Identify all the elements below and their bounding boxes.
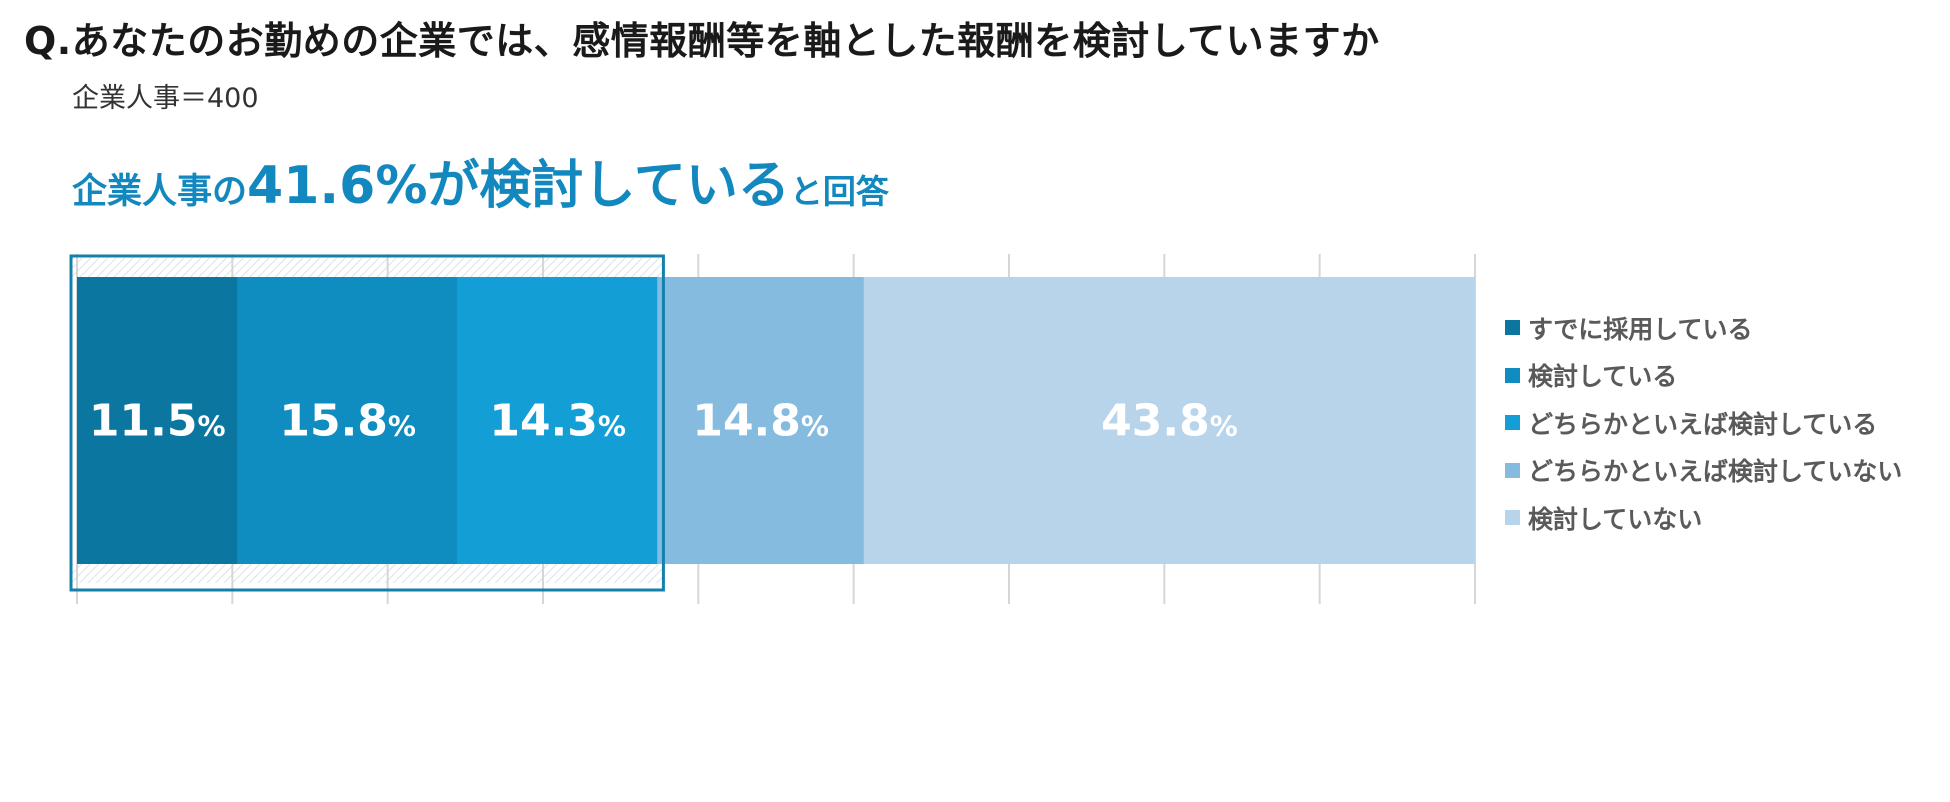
headline: 企業人事の41.6%が検討していると回答	[72, 160, 889, 212]
data-label-2: 15.8%	[279, 396, 416, 447]
legend-swatch	[1505, 367, 1520, 383]
legend-label: どちらかといえば検討している	[1528, 409, 1878, 439]
legend-label: どちらかといえば検討していない	[1528, 457, 1903, 487]
headline-highlight: 41.6%が検討している	[247, 156, 790, 216]
legend-label: 検討していない	[1528, 504, 1703, 534]
data-label-5: 43.8%	[1101, 396, 1238, 447]
question-title: Q.あなたのお勤めの企業では、感情報酬等を軸とした報酬を検討していますか	[24, 19, 1380, 63]
bar-segment-1	[77, 277, 238, 564]
highlight-hatch-top	[71, 258, 665, 277]
legend-swatch	[1505, 320, 1520, 336]
highlight-hatch-bottom	[71, 564, 665, 583]
bar-segment-4	[657, 277, 864, 564]
legend-item: すでに採用している	[1505, 304, 1902, 352]
bar-segment-3	[457, 277, 658, 564]
headline-suffix: と回答	[789, 172, 889, 211]
legend-swatch	[1505, 510, 1520, 526]
data-label-3: 14.3%	[489, 396, 626, 447]
data-label-4: 14.8%	[692, 396, 829, 447]
legend-label: すでに採用している	[1528, 314, 1753, 344]
legend-item: 検討している	[1505, 352, 1902, 400]
legend-swatch	[1505, 462, 1520, 478]
bar-segment-5	[863, 277, 1475, 564]
bar-segment-2	[237, 277, 458, 564]
legend-item: 検討していない	[1505, 494, 1902, 542]
headline-prefix: 企業人事の	[72, 172, 248, 212]
data-label-1: 11.5%	[89, 396, 226, 447]
legend-label: 検討している	[1528, 362, 1678, 392]
legend-swatch	[1505, 415, 1520, 431]
legend-item: どちらかといえば検討していない	[1505, 447, 1902, 495]
chart-legend: すでに採用している 検討しているどちらかといえば検討している どちらかといえば検討し…	[1505, 304, 1902, 542]
sample-size-label: 企業人事＝400	[72, 83, 259, 114]
legend-item: どちらかといえば検討している	[1505, 399, 1902, 447]
highlight-box	[69, 254, 665, 592]
